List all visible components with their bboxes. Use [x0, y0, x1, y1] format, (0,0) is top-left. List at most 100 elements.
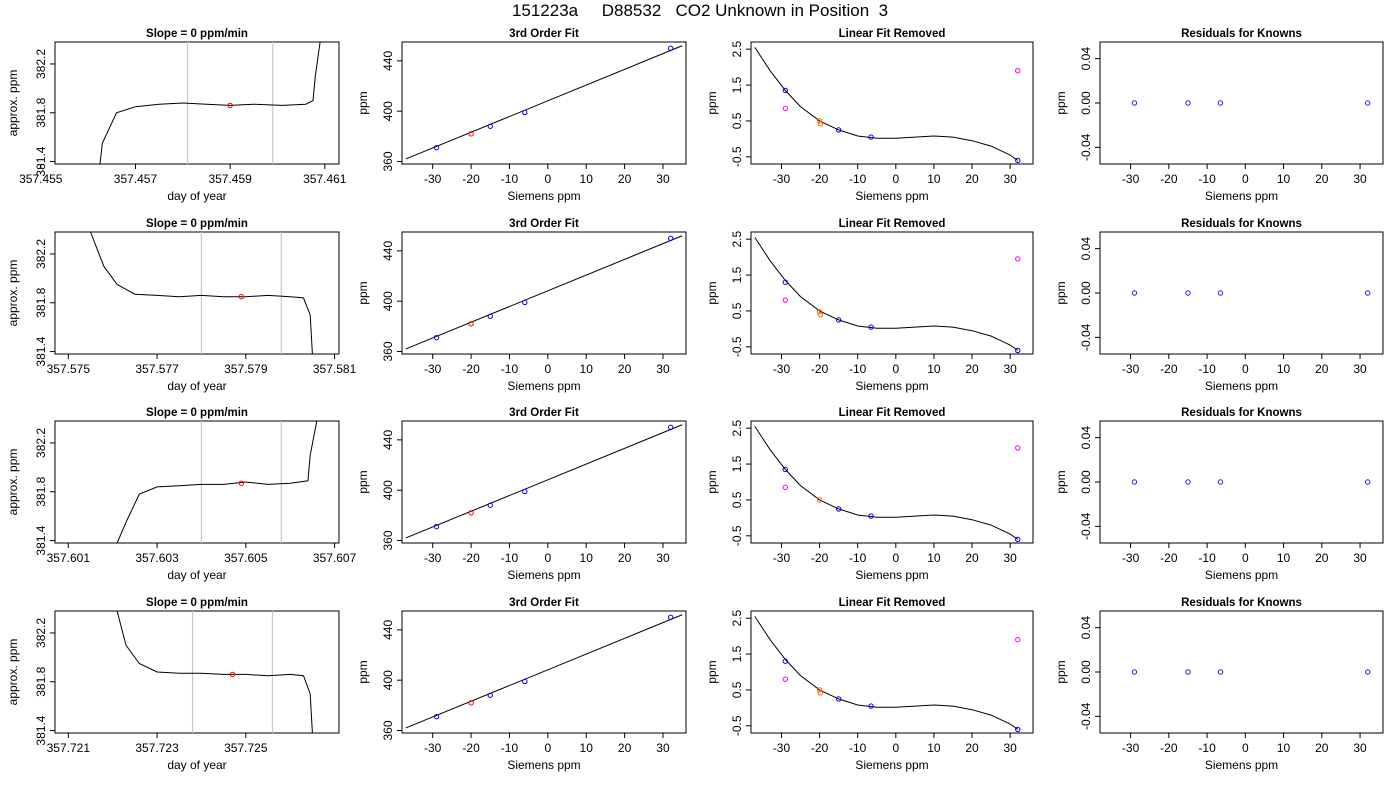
- x-tick-label: 357.605: [224, 551, 268, 565]
- known-point: [868, 324, 874, 330]
- y-axis-label: ppm: [1054, 281, 1068, 304]
- x-tick-label: -20: [1160, 172, 1178, 186]
- figure-title: 151223a D88532 CO2 Unknown in Position 3: [511, 1, 889, 20]
- known-point: [1185, 100, 1191, 106]
- unknown-fit-point: [817, 311, 824, 318]
- known-point: [487, 313, 493, 319]
- y-tick-label: 360: [381, 151, 395, 171]
- x-axis-label: day of year: [167, 758, 226, 772]
- x-tick-label: 30: [1353, 172, 1367, 186]
- unknown-point: [1015, 445, 1021, 451]
- x-axis-label: Siemens ppm: [507, 758, 580, 772]
- y-tick-label: 0.04: [1079, 237, 1093, 261]
- y-tick-label: 2.5: [730, 420, 744, 437]
- x-tick-label: -30: [424, 741, 442, 755]
- y-tick-label: 440: [381, 241, 395, 261]
- x-tick-label: -30: [773, 362, 791, 376]
- x-tick-label: -30: [773, 741, 791, 755]
- chart-panel-9: 3rd Order Fit -30 -20 -10 0 10 20 30 Siemens ppm…: [356, 407, 687, 582]
- known-point: [835, 127, 842, 133]
- x-axis-label: day of year: [167, 379, 226, 393]
- plot-area: [116, 421, 318, 543]
- plot-frame: [54, 41, 340, 165]
- trace-line: [90, 232, 313, 354]
- chart-title: 3rd Order Fit: [509, 218, 579, 230]
- fit-line: [405, 235, 683, 350]
- y-tick-label: 381.8: [34, 287, 48, 317]
- x-axis-label: day of year: [167, 568, 226, 582]
- unknown-fit-point: [817, 121, 824, 127]
- y-axis-label: ppm: [1054, 660, 1068, 683]
- x-tick-label: -10: [1198, 551, 1216, 565]
- y-tick-label: 0.00: [1079, 470, 1093, 494]
- x-tick-label: 357.607: [313, 551, 357, 565]
- unknown-fit-point: [816, 118, 823, 124]
- chart-title: Linear Fit Removed: [839, 218, 946, 230]
- x-axis-label: Siemens ppm: [855, 189, 928, 203]
- known-point: [1365, 100, 1371, 106]
- x-tick-label: 10: [580, 741, 594, 755]
- trace-line: [116, 421, 318, 543]
- chart-title: Residuals for Knowns: [1181, 218, 1302, 230]
- known-point: [433, 713, 440, 720]
- plot-area: [90, 232, 313, 354]
- x-tick-label: 20: [1315, 362, 1329, 376]
- x-tick-label: -20: [462, 172, 480, 186]
- x-tick-label: 10: [927, 362, 941, 376]
- chart-title: Linear Fit Removed: [839, 28, 946, 40]
- x-tick-label: 0: [892, 172, 899, 186]
- mean-point: [227, 102, 233, 109]
- plot-frame: [1099, 610, 1384, 734]
- x-tick-label: 0: [544, 741, 551, 755]
- chart-title: Residuals for Knowns: [1181, 407, 1302, 419]
- x-tick-label: 30: [1353, 551, 1367, 565]
- known-point: [1217, 100, 1224, 106]
- unknown-fit-point: [816, 687, 823, 693]
- known-point: [433, 334, 440, 341]
- x-tick-label: 30: [1353, 362, 1367, 376]
- x-tick-label: -30: [1122, 172, 1140, 186]
- x-tick-label: -20: [462, 551, 480, 565]
- y-tick-label: 2.5: [730, 610, 744, 627]
- chart-panel-12: Slope = 0 ppm/min 357.721 357.723 357.725 da…: [6, 597, 340, 772]
- y-tick-label: 382.2: [34, 239, 48, 269]
- x-axis-label: Siemens ppm: [507, 379, 580, 393]
- chart-title: 3rd Order Fit: [509, 407, 579, 419]
- known-point: [522, 299, 528, 306]
- x-tick-label: -10: [849, 362, 867, 376]
- x-tick-label: 357.603: [135, 551, 179, 565]
- unknown-point: [468, 321, 474, 327]
- chart-title: Residuals for Knowns: [1181, 597, 1302, 609]
- x-tick-label: 357.455: [19, 172, 63, 186]
- chart-title: 3rd Order Fit: [509, 28, 579, 40]
- x-tick-label: 30: [1003, 741, 1017, 755]
- x-tick-label: 20: [618, 362, 632, 376]
- plot-frame: [54, 420, 340, 544]
- x-tick-label: 30: [656, 172, 670, 186]
- y-tick-label: 1.5: [730, 645, 744, 662]
- x-tick-label: -20: [1160, 362, 1178, 376]
- x-tick-label: -20: [1160, 741, 1178, 755]
- known-point: [1015, 347, 1021, 354]
- known-point: [868, 513, 874, 519]
- chart-title: Linear Fit Removed: [839, 597, 946, 609]
- unknown-point: [468, 510, 474, 516]
- y-tick-label: 2.5: [730, 231, 744, 248]
- x-tick-label: 0: [1242, 741, 1249, 755]
- known-point: [487, 692, 493, 698]
- chart-panel-1: 3rd Order Fit -30 -20 -10 0 10 20 30 Siemens ppm…: [356, 28, 687, 203]
- known-point: [1185, 479, 1191, 485]
- chart-panel-6: Linear Fit Removed -30 -20 -10 0 10 20 30 Siemen…: [705, 218, 1034, 393]
- x-tick-label: 10: [580, 172, 594, 186]
- x-tick-label: -30: [773, 172, 791, 186]
- plot-area: [754, 47, 1021, 164]
- y-tick-label: 1.5: [730, 455, 744, 472]
- chart-panel-15: Residuals for Knowns -30 -20 -10 0 10 20 30 Siem…: [1054, 597, 1384, 772]
- y-tick-label: 0.5: [730, 112, 744, 129]
- known-point: [667, 614, 674, 620]
- x-tick-label: -10: [1198, 362, 1216, 376]
- y-tick-label: 440: [381, 620, 395, 640]
- y-tick-label: 2.5: [730, 41, 744, 58]
- y-tick-label: 0.5: [730, 681, 744, 698]
- x-tick-label: 357.721: [47, 741, 91, 755]
